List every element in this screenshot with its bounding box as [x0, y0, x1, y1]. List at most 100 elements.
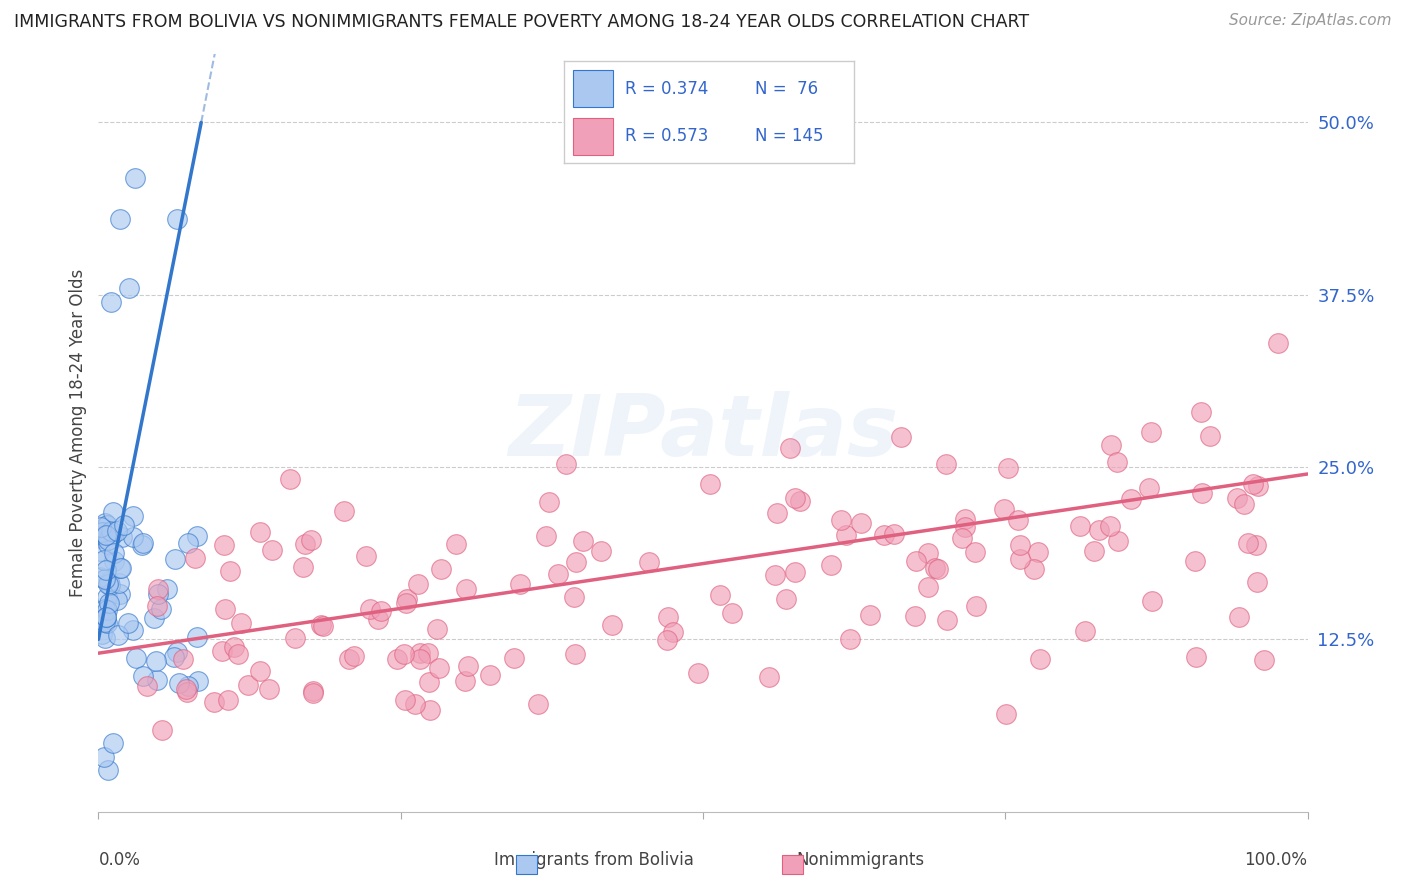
Point — [89, 615, 111, 629]
Point — [408, 646, 430, 660]
Point — [1184, 650, 1206, 665]
Point — [1267, 336, 1289, 351]
Point — [156, 582, 179, 596]
Point — [343, 648, 366, 663]
Point — [1189, 405, 1212, 419]
Point — [101, 505, 124, 519]
Point — [149, 601, 172, 615]
Point — [783, 491, 806, 506]
Point — [963, 545, 986, 559]
Point — [97, 533, 120, 547]
Point — [302, 684, 325, 698]
Point — [830, 513, 852, 527]
Point — [100, 524, 122, 538]
Point — [202, 695, 225, 709]
Point — [229, 615, 252, 630]
Point — [169, 676, 191, 690]
Point — [820, 558, 842, 572]
Point — [953, 512, 976, 526]
Point — [835, 528, 858, 542]
Point — [699, 476, 721, 491]
Point — [110, 587, 132, 601]
Point — [166, 211, 188, 226]
Point — [1247, 479, 1270, 493]
Point — [1083, 544, 1105, 558]
Text: Immigrants from Bolivia: Immigrants from Bolivia — [495, 851, 695, 869]
Point — [145, 654, 167, 668]
Point — [873, 528, 896, 542]
Point — [278, 472, 301, 486]
Point — [337, 652, 360, 666]
Point — [427, 661, 450, 675]
Point — [110, 561, 132, 575]
Point — [97, 537, 120, 551]
Point — [1010, 552, 1032, 566]
Point — [177, 536, 200, 550]
Point — [404, 697, 426, 711]
Point — [394, 647, 416, 661]
Point — [97, 577, 120, 591]
Point — [131, 536, 153, 550]
Point — [457, 658, 479, 673]
Y-axis label: Female Poverty Among 18-24 Year Olds: Female Poverty Among 18-24 Year Olds — [69, 268, 87, 597]
Point — [333, 503, 356, 517]
Point — [426, 622, 449, 636]
Point — [131, 539, 153, 553]
Point — [416, 646, 439, 660]
Point — [1008, 538, 1031, 552]
Point — [354, 549, 377, 563]
Point — [284, 631, 307, 645]
Point — [108, 561, 131, 575]
Point — [94, 610, 117, 624]
Point — [101, 736, 124, 750]
Point — [904, 554, 927, 568]
Point — [1226, 491, 1249, 505]
Point — [1199, 428, 1222, 442]
Point — [262, 542, 284, 557]
Point — [534, 529, 557, 543]
Point — [537, 494, 560, 508]
Point — [367, 612, 389, 626]
Point — [838, 632, 860, 647]
Point — [789, 494, 811, 508]
Point — [299, 533, 322, 547]
Point — [97, 574, 120, 588]
Point — [1140, 594, 1163, 608]
Point — [100, 528, 122, 542]
Point — [709, 588, 731, 602]
Point — [917, 546, 939, 560]
Point — [90, 627, 112, 641]
Point — [849, 516, 872, 530]
Point — [105, 593, 128, 607]
Point — [90, 524, 112, 539]
Point — [395, 596, 418, 610]
Point — [91, 528, 114, 542]
Point — [214, 601, 236, 615]
Point — [96, 603, 118, 617]
Point — [103, 554, 125, 568]
Point — [917, 580, 939, 594]
Point — [177, 679, 200, 693]
Point — [146, 586, 169, 600]
Point — [602, 617, 624, 632]
Point — [385, 652, 408, 666]
Point — [638, 555, 661, 569]
Point — [408, 577, 430, 591]
Point — [478, 667, 501, 681]
Point — [89, 570, 111, 584]
Point — [108, 211, 131, 226]
Point — [1105, 454, 1128, 468]
Point — [93, 749, 115, 764]
Text: 0.0%: 0.0% — [98, 851, 141, 869]
Point — [995, 707, 1018, 722]
Point — [135, 679, 157, 693]
Point — [396, 592, 419, 607]
Point — [98, 578, 121, 592]
Point — [904, 609, 927, 624]
Point — [571, 533, 593, 548]
Point — [1022, 562, 1045, 576]
Point — [1241, 477, 1264, 491]
FancyBboxPatch shape — [516, 855, 537, 874]
Point — [187, 674, 209, 689]
Point — [1121, 492, 1143, 507]
